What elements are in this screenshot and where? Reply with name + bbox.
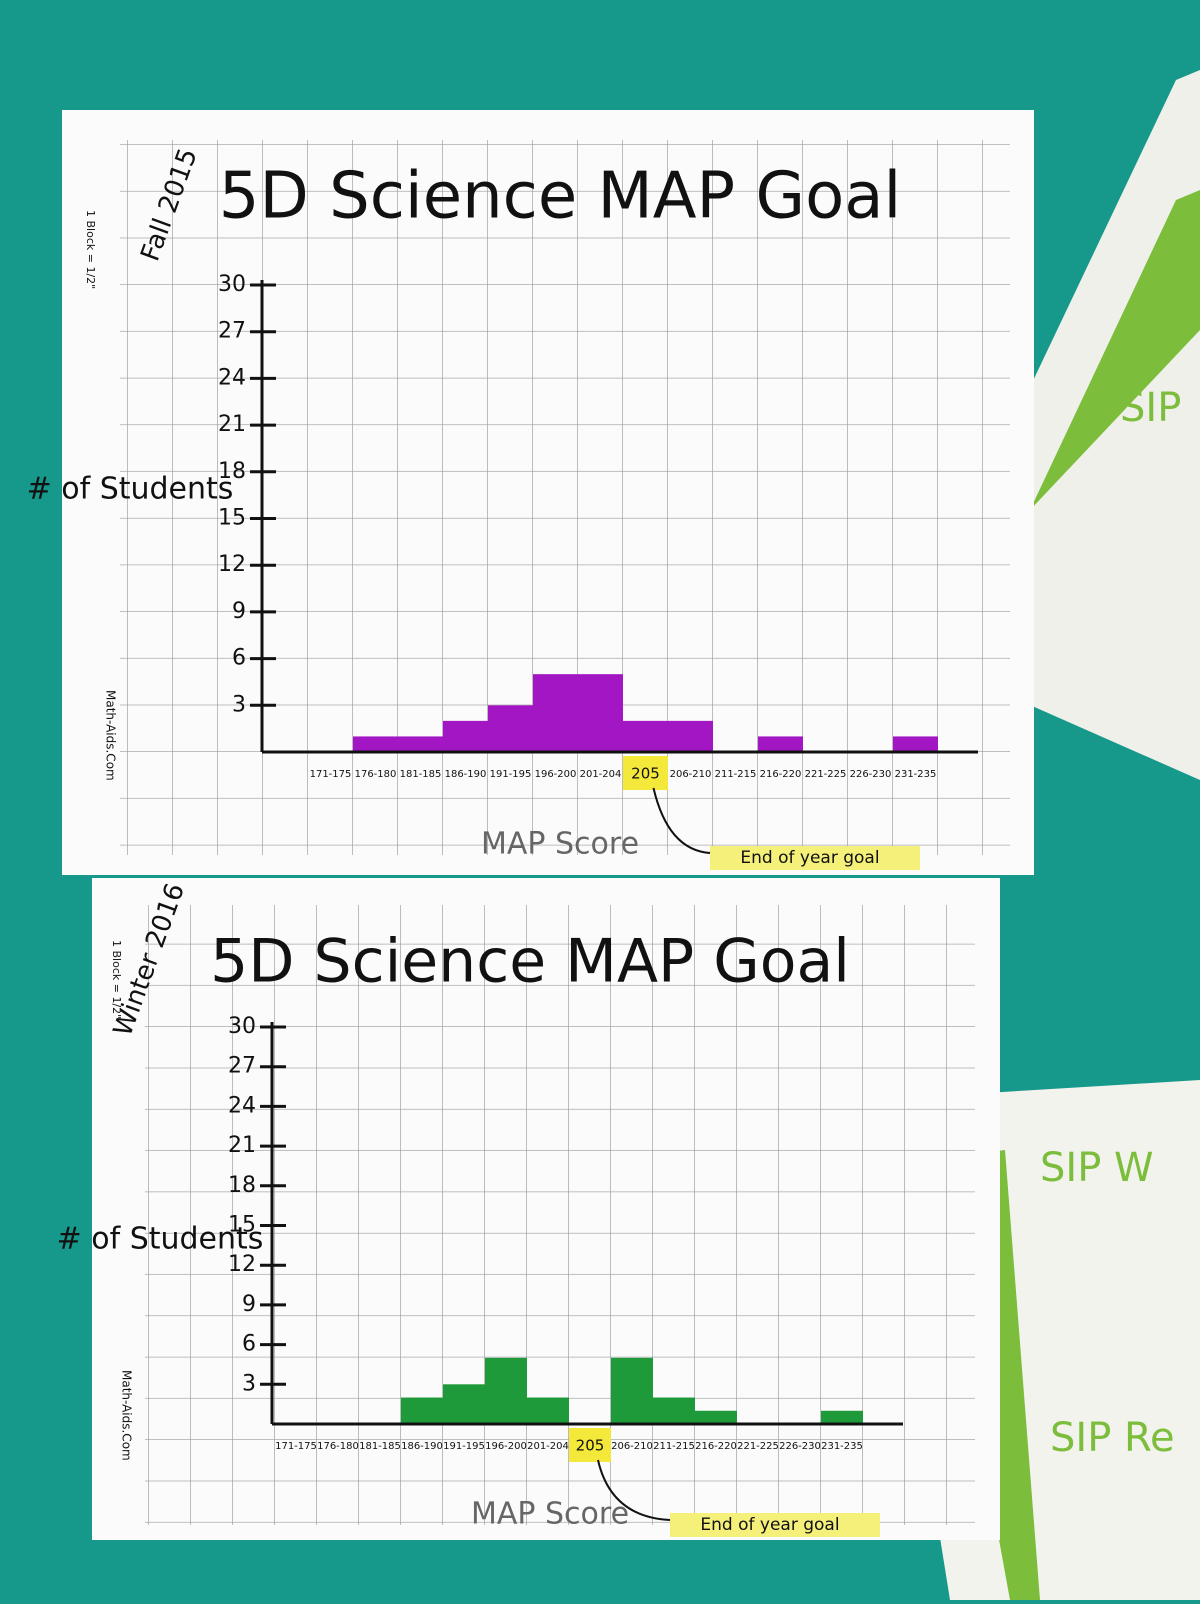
x-tick-label: 221-225 <box>737 1441 779 1452</box>
bar <box>485 1357 527 1424</box>
y-tick-label: 12 <box>228 1252 256 1277</box>
bar <box>578 674 623 752</box>
x-tick-label: 171-175 <box>310 769 352 780</box>
annotation-highlight <box>670 1513 880 1537</box>
x-tick-label: 226-230 <box>850 769 892 780</box>
y-tick-label: 21 <box>228 1133 256 1158</box>
y-tick-label: 6 <box>232 646 246 671</box>
bar <box>401 1397 443 1424</box>
x-tick-label: 231-235 <box>895 769 937 780</box>
goal-highlight <box>569 1428 611 1462</box>
y-tick-label: 15 <box>228 1213 256 1238</box>
x-tick-label: 205 <box>631 765 660 783</box>
annotation-arrow <box>652 787 711 854</box>
x-tick-label: 176-180 <box>355 769 397 780</box>
x-tick-label: 211-215 <box>715 769 757 780</box>
bar <box>533 674 578 752</box>
bar <box>695 1410 737 1424</box>
paper-grid <box>145 905 975 1525</box>
bar <box>443 1384 485 1424</box>
chart-title: 5D Science MAP Goal <box>219 160 901 234</box>
y-tick-label: 27 <box>228 1054 256 1079</box>
y-tick-label: 3 <box>242 1371 256 1396</box>
poster-text: SIP Re <box>1050 1415 1175 1461</box>
bar <box>623 720 668 752</box>
x-tick-label: 206-210 <box>611 1441 653 1452</box>
y-tick-label: 18 <box>218 459 246 484</box>
paper-note: 1 Block = 1/2" <box>110 940 123 1019</box>
paper-note: 1 Block = 1/2" <box>84 210 97 289</box>
y-tick-label: 6 <box>242 1332 256 1357</box>
x-tick-label: 196-200 <box>485 1441 527 1452</box>
x-tick-label: 181-185 <box>400 769 442 780</box>
goal-highlight <box>623 756 668 790</box>
bar <box>527 1397 569 1424</box>
x-tick-label: 196-200 <box>535 769 577 780</box>
annotation: End of year goal <box>700 1515 839 1535</box>
x-tick-label: 216-220 <box>760 769 802 780</box>
y-tick-label: 21 <box>218 412 246 437</box>
y-tick-label: 15 <box>218 506 246 531</box>
x-axis-label: MAP Score <box>481 827 639 862</box>
x-tick-label: 176-180 <box>317 1441 359 1452</box>
y-tick-label: 24 <box>228 1093 256 1118</box>
x-tick-label: 211-215 <box>653 1441 695 1452</box>
x-tick-label: 191-195 <box>490 769 532 780</box>
x-tick-label: 171-175 <box>275 1441 317 1452</box>
y-tick-label: 12 <box>218 552 246 577</box>
bar <box>353 736 398 752</box>
bar <box>893 736 938 752</box>
x-tick-label: 201-204 <box>580 769 622 780</box>
x-axis-label: MAP Score <box>471 1497 629 1532</box>
bar <box>821 1410 863 1424</box>
bar <box>668 720 713 752</box>
x-tick-label: 186-190 <box>445 769 487 780</box>
x-tick-label: 221-225 <box>805 769 847 780</box>
x-tick-label: 206-210 <box>670 769 712 780</box>
poster-text: SIP W <box>1040 1145 1154 1191</box>
x-tick-label: 191-195 <box>443 1441 485 1452</box>
x-tick-label: 205 <box>576 1437 605 1455</box>
x-tick-label: 181-185 <box>359 1441 401 1452</box>
x-tick-label: 231-235 <box>821 1441 863 1452</box>
y-tick-label: 9 <box>232 599 246 624</box>
y-tick-label: 27 <box>218 319 246 344</box>
y-tick-label: 3 <box>232 692 246 717</box>
y-tick-label: 18 <box>228 1173 256 1198</box>
annotation-highlight <box>710 846 920 870</box>
x-tick-label: 201-204 <box>527 1441 569 1452</box>
y-tick-label: 24 <box>218 365 246 390</box>
y-axis-label: # of Students <box>27 472 234 507</box>
y-tick-label: 30 <box>228 1014 256 1039</box>
poster-text: SIP <box>1120 385 1181 431</box>
y-tick-label: 30 <box>218 272 246 297</box>
bar <box>758 736 803 752</box>
y-tick-label: 9 <box>242 1292 256 1317</box>
chart-title: 5D Science MAP Goal <box>210 927 850 997</box>
x-tick-label: 216-220 <box>695 1441 737 1452</box>
bar <box>443 720 488 752</box>
annotation: End of year goal <box>740 848 879 868</box>
bar <box>611 1357 653 1424</box>
annotation-arrow <box>597 1459 671 1521</box>
paper-note: Math-Aids.Com <box>104 690 118 781</box>
x-tick-label: 226-230 <box>779 1441 821 1452</box>
bar <box>488 705 533 752</box>
bar <box>398 736 443 752</box>
x-tick-label: 186-190 <box>401 1441 443 1452</box>
paper-note: Math-Aids.Com <box>120 1370 134 1461</box>
y-axis-label: # of Students <box>57 1222 264 1257</box>
bar <box>653 1397 695 1424</box>
